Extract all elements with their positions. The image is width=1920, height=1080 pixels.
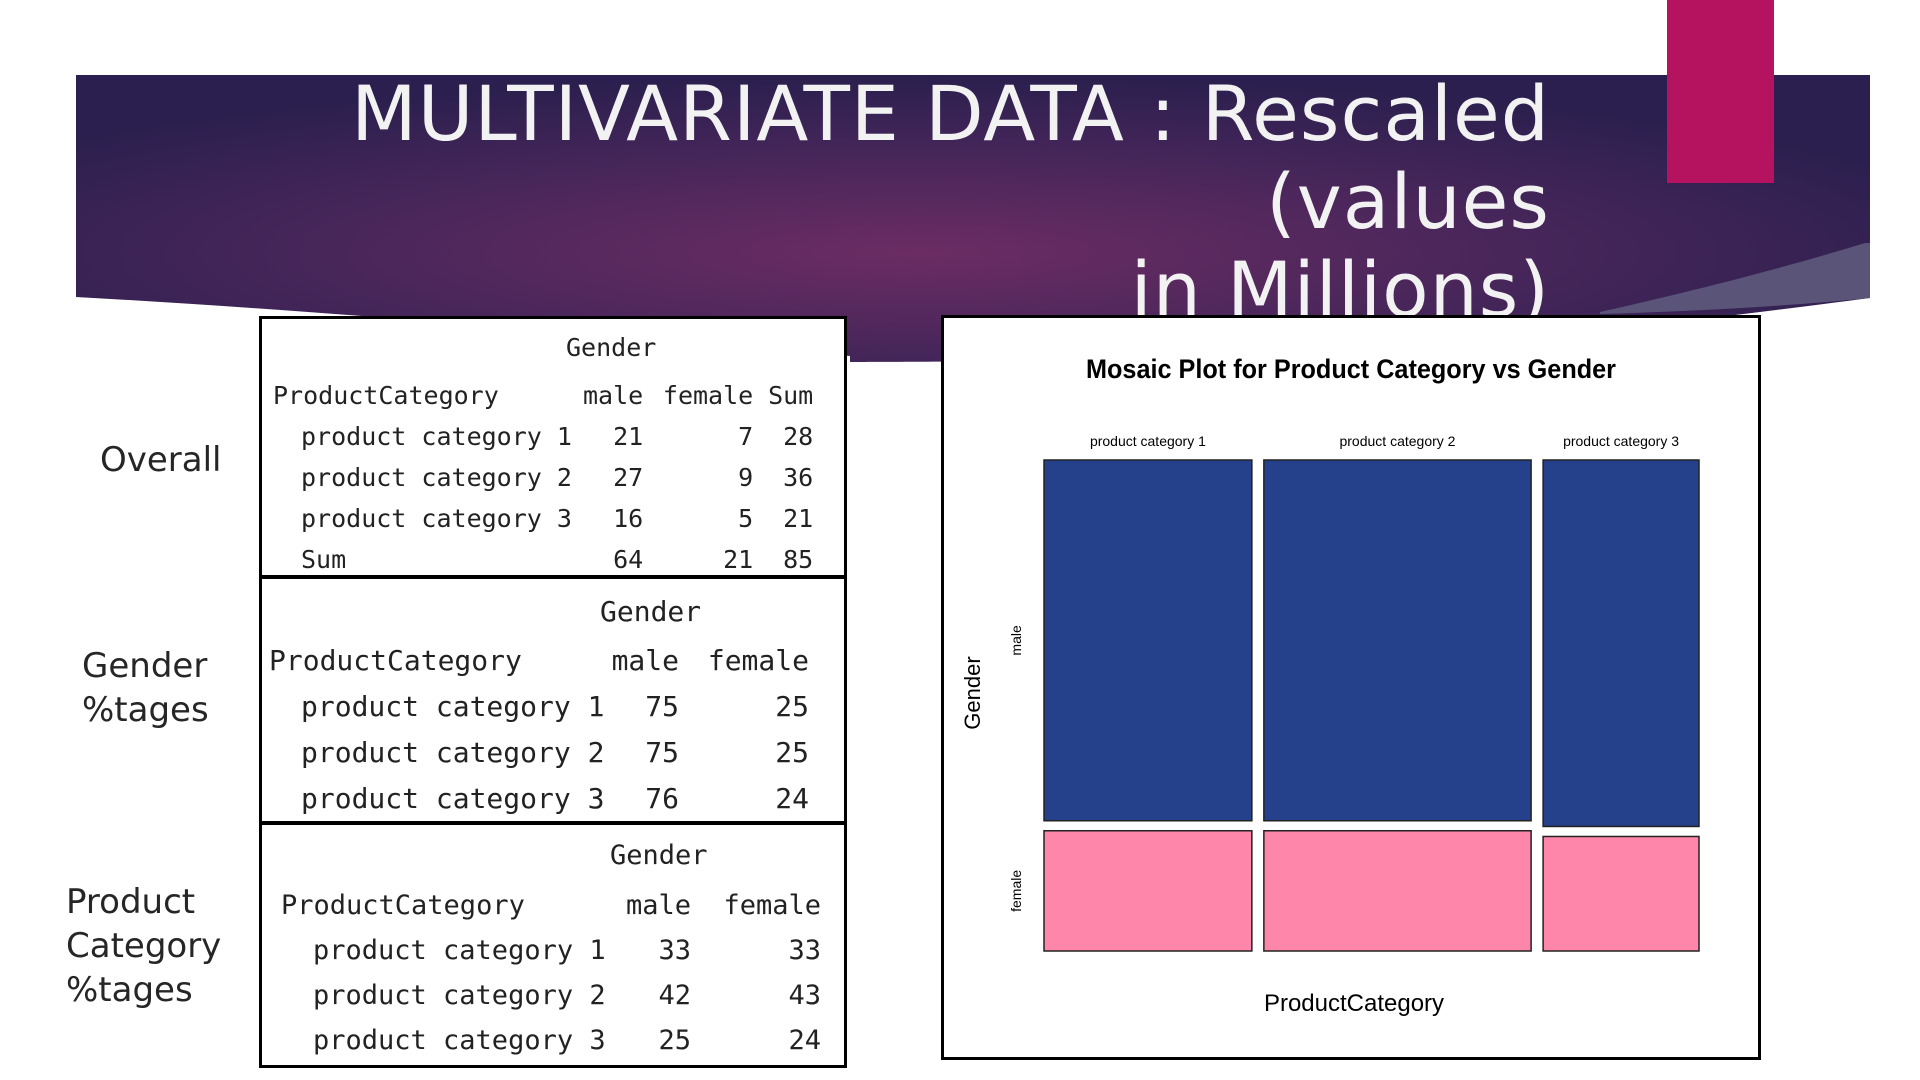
table-header-gender: Gender [566, 333, 657, 362]
gender-level-label: female [1008, 870, 1024, 912]
table-cell: product category 3 [301, 504, 572, 533]
table-row: product category 1 33 33 [281, 928, 821, 973]
category-percent-label: Product Category %tages [66, 882, 222, 1010]
table-cell: 33 [788, 935, 821, 966]
table-cell: 21 [613, 422, 644, 451]
mosaic-tile-female [1043, 830, 1253, 952]
table-cell: 42 [658, 980, 691, 1011]
column-header: male [611, 643, 679, 677]
slide-title-text: MULTIVARIATE DATA : Rescaled (values in … [351, 69, 1550, 334]
table-row: product category 2 75 25 [269, 729, 809, 775]
mosaic-tile-male [1263, 459, 1532, 822]
mosaic-tile-female [1542, 835, 1700, 952]
banner-light-stripe [1600, 243, 1870, 314]
table-cell: product category 3 [313, 1025, 606, 1056]
title-banner [76, 0, 1870, 362]
mosaic-tile-female [1263, 830, 1532, 952]
table-cell: 28 [783, 422, 814, 451]
table-cell: 21 [723, 545, 754, 574]
table-cell: 24 [775, 781, 809, 815]
table-cell: 25 [775, 689, 809, 723]
table-cell: 24 [788, 1025, 821, 1056]
table-row: product category 3 25 24 [281, 1018, 821, 1063]
accent-bar [1667, 0, 1774, 183]
table-row: product category 1 21 7 28 [273, 416, 813, 457]
table-cell: 7 [738, 422, 754, 451]
column-header: ProductCategory [281, 890, 525, 921]
table-header-row: ProductCategory male female [281, 883, 821, 928]
table-row: product category 2 27 9 36 [273, 457, 813, 498]
table-row: product category 1 75 25 [269, 683, 809, 729]
table-header-gender: Gender [610, 840, 708, 871]
table-cell: product category 1 [301, 689, 605, 723]
gender-percent-table-grid: ProductCategory male female product cate… [269, 637, 809, 821]
y-axis-label: Gender [960, 656, 985, 729]
table-cell: 9 [738, 463, 754, 492]
column-header: female [723, 890, 821, 921]
column-header: male [625, 890, 691, 921]
table-cell: 16 [613, 504, 644, 533]
column-header: ProductCategory [269, 643, 522, 677]
table-header-row: ProductCategory male female Sum [273, 375, 813, 416]
mosaic-plot-svg: Mosaic Plot for Product Category vs Gend… [960, 354, 1700, 1017]
mosaic-tile-male [1542, 459, 1700, 828]
chart-title: Mosaic Plot for Product Category vs Gend… [1086, 354, 1616, 384]
gender-percent-table: Gender ProductCategory male female produ… [259, 576, 847, 824]
slide-title: MULTIVARIATE DATA : Rescaled (values in … [205, 70, 1550, 334]
table-row: product category 3 16 5 21 [273, 498, 813, 539]
mosaic-plot: Mosaic Plot for Product Category vs Gend… [941, 315, 1761, 1060]
gender-percent-label: Gender %tages [82, 646, 209, 730]
table-cell: 33 [658, 935, 691, 966]
table-row: product category 3 76 24 [269, 775, 809, 821]
x-axis-label: ProductCategory [1264, 990, 1444, 1017]
category-label: product category 2 [1339, 433, 1455, 449]
mosaic-tile-male [1043, 459, 1253, 822]
table-cell: 85 [783, 545, 814, 574]
overall-table: Gender ProductCategory male female Sum p… [259, 316, 847, 578]
category-percent-table: Gender ProductCategory male female produ… [259, 822, 847, 1068]
table-cell: 75 [645, 689, 679, 723]
table-row: Sum 64 21 85 [273, 539, 813, 580]
table-cell: product category 2 [301, 463, 572, 492]
table-cell: 43 [788, 980, 821, 1011]
table-cell: 75 [645, 735, 679, 769]
table-cell: product category 1 [301, 422, 572, 451]
column-header: female [662, 381, 754, 410]
table-header-gender: Gender [600, 595, 702, 628]
gender-level-label: male [1008, 625, 1024, 656]
table-cell: product category 1 [313, 935, 606, 966]
table-cell: product category 2 [301, 735, 605, 769]
table-cell: 25 [658, 1025, 691, 1056]
category-percent-table-grid: ProductCategory male female product cate… [281, 883, 821, 1063]
table-cell: 5 [738, 504, 754, 533]
table-row: product category 2 42 43 [281, 973, 821, 1018]
overall-table-grid: ProductCategory male female Sum product … [273, 375, 813, 580]
table-cell: 27 [613, 463, 644, 492]
table-header-row: ProductCategory male female [269, 637, 809, 683]
table-cell: Sum [301, 545, 347, 574]
table-cell: product category 2 [313, 980, 606, 1011]
category-label: product category 3 [1563, 433, 1679, 449]
table-cell: 25 [775, 735, 809, 769]
column-header: male [583, 381, 644, 410]
category-label: product category 1 [1090, 433, 1206, 449]
table-cell: 64 [613, 545, 644, 574]
overall-label: Overall [100, 440, 222, 480]
column-header: ProductCategory [273, 381, 499, 410]
table-cell: 36 [783, 463, 814, 492]
table-cell: product category 3 [301, 781, 605, 815]
table-cell: 21 [783, 504, 814, 533]
column-header: female [707, 643, 809, 677]
table-cell: 76 [645, 781, 679, 815]
column-header: Sum [768, 381, 814, 410]
banner-shape [76, 75, 1870, 362]
